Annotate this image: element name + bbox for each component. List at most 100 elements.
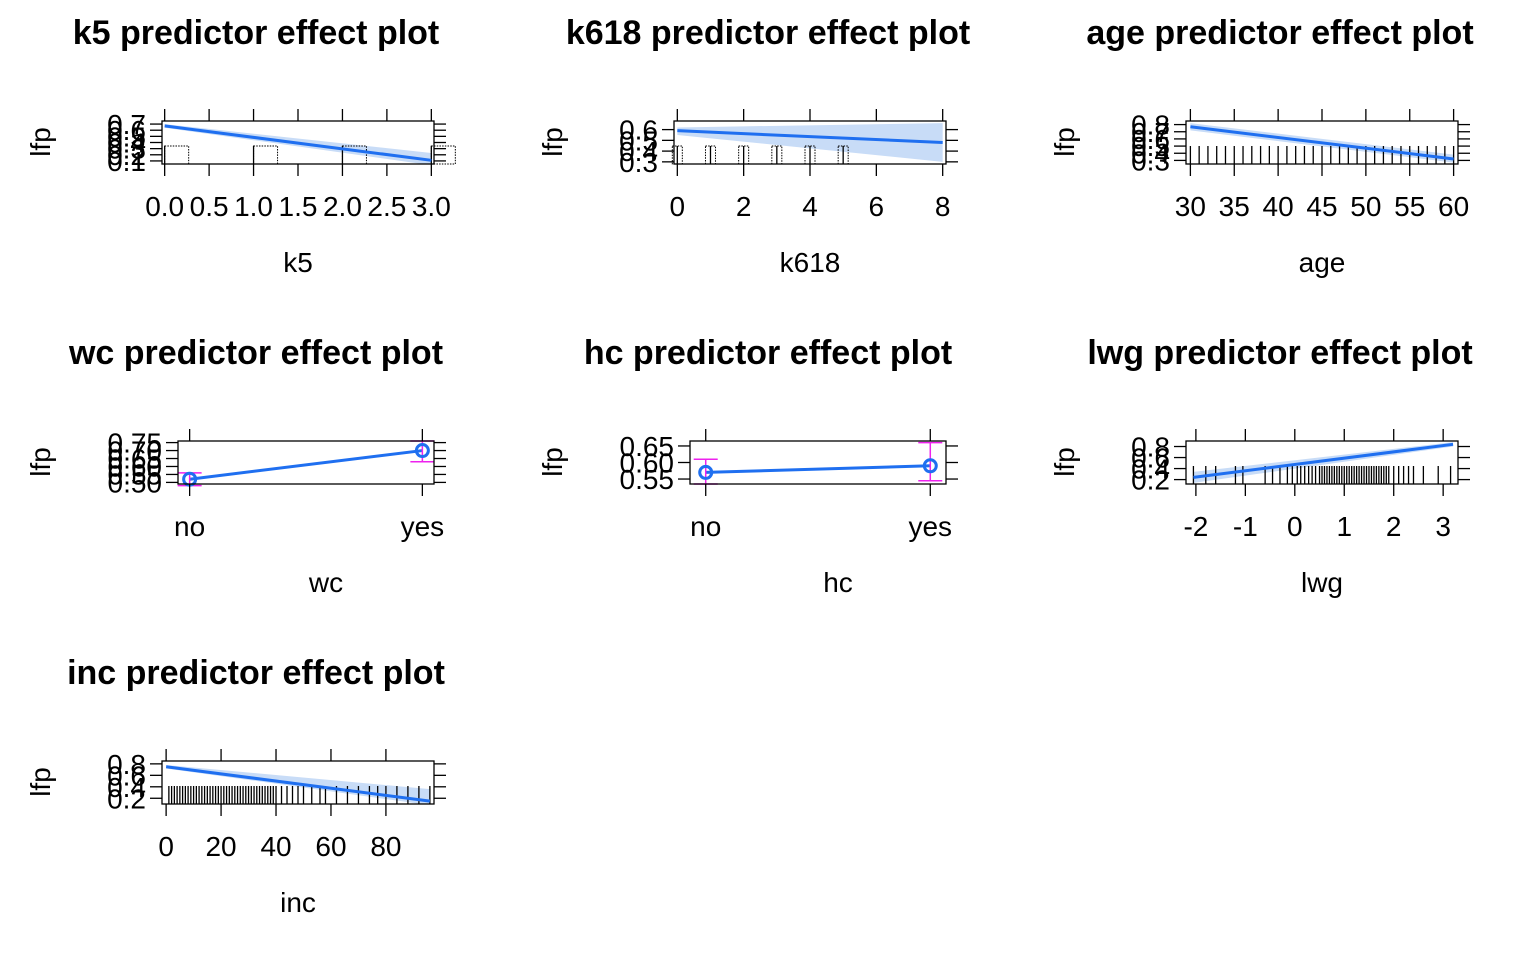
inc-x-tick-label: 20 [205,831,236,862]
hc-y-tick-label: 0.60 [620,448,675,479]
inc-y-tick-label: 0.6 [107,760,146,791]
lwg-x-tick-label: 1 [1336,511,1352,542]
lwg-y-tick-label: 0.2 [1131,465,1170,496]
lwg-plot-frame [1185,440,1459,485]
inc-x-tick-label: 80 [370,831,401,862]
hc-panel: hc predictor effect plot hc lfp no yes 0.550.… [537,334,958,598]
wc-y-tick-label: 0.50 [108,467,163,498]
k618-fit-line [677,129,943,144]
k5-y-tick-label: 0.5 [107,121,146,152]
k5-x-axis-label: k5 [283,247,313,278]
inc-x-tick-label: 60 [315,831,346,862]
inc-x-tick-label: 0 [158,831,174,862]
lwg-x-tick-label: -2 [1183,511,1208,542]
age-y-tick-label: 0.7 [1131,117,1170,148]
k5-fit-line [164,124,432,162]
age-y-tick-label: 0.8 [1131,110,1170,141]
lwg-fit-line [1193,442,1454,479]
lwg-x-tick-label: 3 [1435,511,1451,542]
k5-y-tick-label: 0.2 [107,140,146,171]
wc-x-tick-label: yes [401,511,445,542]
k5-x-tick-label: 3.0 [412,191,451,222]
hc-x-tick-label: no [690,511,721,542]
hc-x-tick-label: yes [908,511,952,542]
age-y-tick-label: 0.4 [1131,138,1170,169]
hc-plot-frame [689,440,947,485]
lwg-panel: lwg predictor effect plot lwg lfp -2 -1 0 1 2 3 0… [1049,334,1473,598]
age-y-axis-label: lfp [1049,127,1080,157]
lwg-title: lwg predictor effect plot [1087,334,1472,372]
k618-x-tick-label: 4 [802,191,818,222]
age-fit-line [1190,125,1454,161]
wc-plot-frame [177,440,435,485]
lwg-y-tick-label: 0.6 [1131,443,1170,474]
age-x-axis-label: age [1299,247,1346,278]
wc-y-tick-label: 0.75 [108,428,163,459]
k618-x-tick-label: 6 [869,191,885,222]
wc-x-axis-label: wc [308,567,343,598]
wc-title: wc predictor effect plot [68,334,443,372]
inc-y-axis-label: lfp [25,767,56,797]
inc-x-axis-label: inc [280,887,316,918]
age-y-tick-label: 0.3 [1131,145,1170,176]
wc-fit-line [189,449,423,481]
k5-y-tick-label: 0.3 [107,134,146,165]
k618-y-tick-label: 0.3 [619,147,658,178]
k5-rug-cluster [430,145,456,165]
k5-x-tick-label: 1.5 [279,191,318,222]
hc-y-tick-label: 0.65 [620,431,675,462]
inc-fit-line [165,765,431,803]
lwg-y-tick-label: 0.8 [1131,432,1170,463]
inc-plot-frame [161,760,435,805]
hc-title: hc predictor effect plot [584,334,952,372]
k618-y-tick-label: 0.5 [619,125,658,156]
age-x-tick-label: 35 [1219,191,1250,222]
age-title: age predictor effect plot [1086,14,1473,52]
inc-y-tick-label: 0.4 [107,772,146,803]
k5-y-tick-label: 0.7 [107,109,146,140]
k5-y-tick-label: 0.1 [107,146,146,177]
k5-title: k5 predictor effect plot [73,14,440,52]
lwg-x-tick-label: -1 [1233,511,1258,542]
age-x-tick-label: 40 [1263,191,1294,222]
wc-y-tick-label: 0.60 [108,451,163,482]
k5-x-tick-label: 0.0 [145,191,184,222]
k618-x-tick-label: 0 [670,191,686,222]
k5-rug-cluster [164,145,190,165]
inc-y-tick-label: 0.8 [107,749,146,780]
k618-title: k618 predictor effect plot [566,14,970,52]
lwg-y-tick-label: 0.4 [1131,454,1170,485]
k5-y-tick-label: 0.6 [107,115,146,146]
wc-y-tick-label: 0.70 [108,436,163,467]
k5-x-tick-label: 2.0 [323,191,362,222]
wc-y-tick-label: 0.65 [108,444,163,475]
inc-title: inc predictor effect plot [67,654,445,692]
hc-point [698,464,714,480]
age-y-tick-label: 0.6 [1131,124,1170,155]
age-y-tick-label: 0.5 [1131,131,1170,162]
k618-y-axis-label: lfp [537,127,568,157]
k5-x-tick-label: 0.5 [190,191,229,222]
k5-rug-cluster [253,145,279,165]
k5-x-tick-label: 2.5 [367,191,406,222]
k5-x-tick-label: 1.0 [234,191,273,222]
wc-x-tick-label: no [174,511,205,542]
inc-panel: inc predictor effect plot inc lfp 0 20 40 60 80… [25,654,446,918]
lwg-x-tick-label: 2 [1386,511,1402,542]
lwg-x-tick-label: 0 [1287,511,1303,542]
k618-x-tick-label: 8 [935,191,951,222]
age-x-tick-label: 50 [1350,191,1381,222]
inc-x-tick-label: 40 [260,831,291,862]
lwg-y-axis-label: lfp [1049,447,1080,477]
hc-fit-line [705,464,931,474]
age-x-tick-label: 45 [1306,191,1337,222]
k618-panel: k618 predictor effect plot k618 lfp 0 2 4 6 8 0.… [537,14,970,278]
age-panel: age predictor effect plot age lfp 30 35 40 45 5… [1049,14,1474,278]
hc-x-axis-label: hc [823,567,853,598]
k618-x-tick-label: 2 [736,191,752,222]
age-x-tick-label: 30 [1175,191,1206,222]
hc-y-axis-label: lfp [537,447,568,477]
